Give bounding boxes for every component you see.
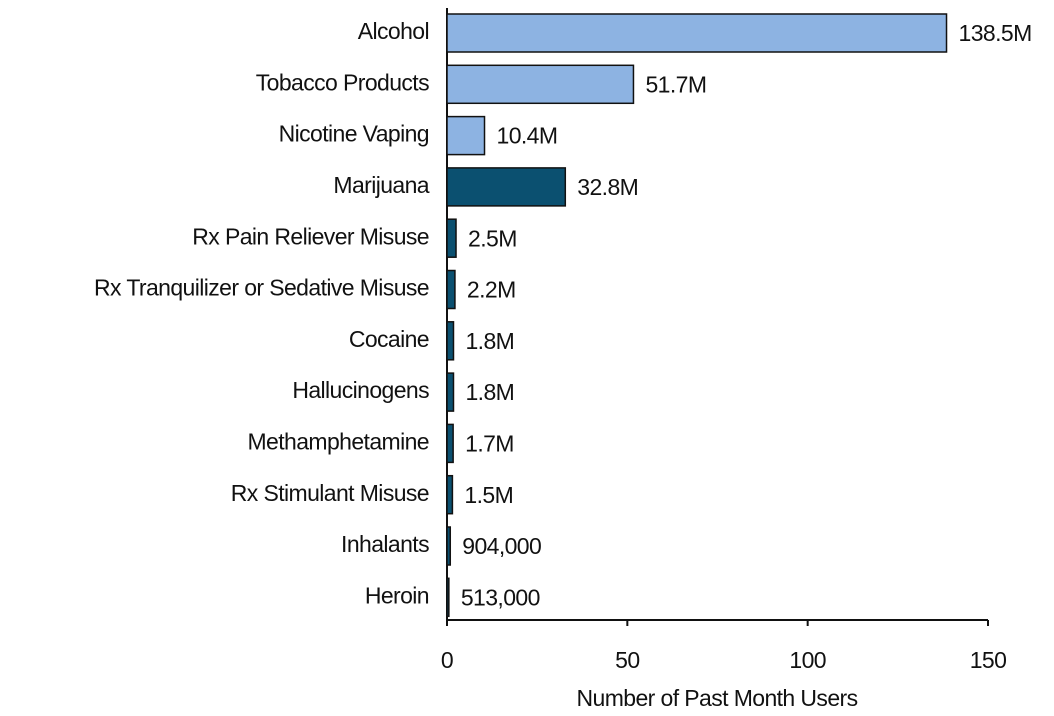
bar xyxy=(446,64,635,105)
value-label: 1.8M xyxy=(465,379,514,405)
bar xyxy=(446,269,456,310)
y-tick-label: Rx Tranquilizer or Sedative Misuse xyxy=(94,275,429,301)
bar xyxy=(446,577,450,618)
bar xyxy=(446,167,567,207)
x-tick-label: 150 xyxy=(970,647,1007,673)
value-label: 904,000 xyxy=(462,533,541,559)
bar xyxy=(446,372,455,412)
bar xyxy=(446,423,454,464)
y-tick-label: Hallucinogens xyxy=(292,377,429,403)
x-axis-title: Number of Past Month Users xyxy=(577,685,858,711)
value-label: 51.7M xyxy=(645,71,706,97)
value-label: 2.2M xyxy=(467,277,516,303)
y-tick-label: Nicotine Vaping xyxy=(279,121,429,147)
bar xyxy=(446,474,454,515)
x-tick-label: 100 xyxy=(789,647,826,673)
y-tick-label: Methamphetamine xyxy=(248,428,430,454)
y-tick-label: Rx Pain Reliever Misuse xyxy=(192,223,429,249)
value-label: 138.5M xyxy=(959,20,1032,46)
x-tick-label: 50 xyxy=(615,647,639,673)
bar xyxy=(446,321,455,361)
y-tick-label: Alcohol xyxy=(358,18,429,44)
value-label: 10.4M xyxy=(497,123,558,149)
bar xyxy=(446,526,452,566)
y-tick-label: Heroin xyxy=(365,582,429,608)
value-label: 513,000 xyxy=(461,584,540,610)
value-label: 2.5M xyxy=(468,225,517,251)
y-tick-label: Inhalants xyxy=(341,531,429,557)
value-label: 1.5M xyxy=(464,482,513,508)
value-label: 1.7M xyxy=(465,430,514,456)
y-tick-label: Tobacco Products xyxy=(256,69,429,95)
y-tick-label: Cocaine xyxy=(349,326,429,352)
y-tick-label: Marijuana xyxy=(333,172,429,198)
value-label: 32.8M xyxy=(577,174,638,200)
y-tick-label: Rx Stimulant Misuse xyxy=(231,480,429,506)
x-tick-label: 0 xyxy=(441,647,453,673)
bar xyxy=(446,13,948,53)
bar xyxy=(446,218,457,258)
bar xyxy=(446,115,486,156)
value-label: 1.8M xyxy=(465,328,514,354)
